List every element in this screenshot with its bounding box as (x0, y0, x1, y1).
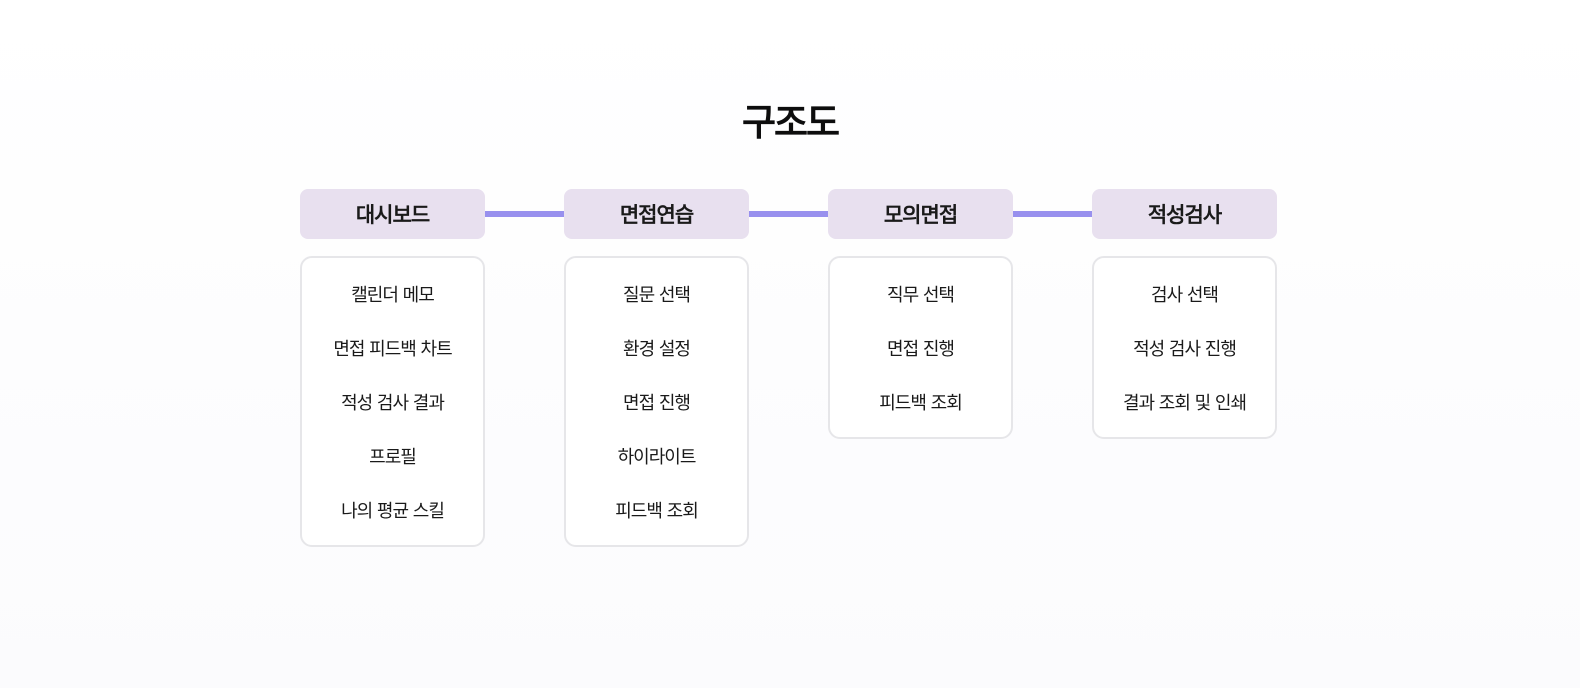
column-mock-interview: 모의면접 직무 선택 면접 진행 피드백 조회 (828, 189, 1013, 439)
diagram-title: 구조도 (741, 101, 840, 144)
list-item: 직무 선택 (887, 285, 955, 306)
item-box: 캘린더 메모 면접 피드백 차트 적성 검사 결과 프로필 나의 평균 스킬 (300, 256, 485, 547)
list-item: 적성 검사 진행 (1133, 339, 1237, 360)
column-aptitude-test: 적성검사 검사 선택 적성 검사 진행 결과 조회 및 인쇄 (1092, 189, 1277, 439)
column-header: 면접연습 (564, 189, 749, 239)
list-item: 검사 선택 (1151, 285, 1219, 306)
column-header: 모의면접 (828, 189, 1013, 239)
connector-3-4 (1013, 211, 1092, 217)
list-item: 환경 설정 (623, 339, 691, 360)
column-header: 대시보드 (300, 189, 485, 239)
item-box: 질문 선택 환경 설정 면접 진행 하이라이트 피드백 조회 (564, 256, 749, 547)
item-box: 검사 선택 적성 검사 진행 결과 조회 및 인쇄 (1092, 256, 1277, 439)
list-item: 피드백 조회 (879, 393, 963, 414)
list-item: 피드백 조회 (615, 501, 699, 522)
column-dashboard: 대시보드 캘린더 메모 면접 피드백 차트 적성 검사 결과 프로필 나의 평균… (300, 189, 485, 547)
list-item: 캘린더 메모 (351, 285, 435, 306)
list-item: 질문 선택 (623, 285, 691, 306)
item-box: 직무 선택 면접 진행 피드백 조회 (828, 256, 1013, 439)
list-item: 하이라이트 (617, 447, 697, 468)
list-item: 프로필 (369, 447, 417, 468)
list-item: 결과 조회 및 인쇄 (1122, 393, 1247, 414)
connector-2-3 (749, 211, 828, 217)
column-interview-practice: 면접연습 질문 선택 환경 설정 면접 진행 하이라이트 피드백 조회 (564, 189, 749, 547)
list-item: 면접 진행 (887, 339, 955, 360)
list-item: 적성 검사 결과 (341, 393, 445, 414)
column-header: 적성검사 (1092, 189, 1277, 239)
list-item: 나의 평균 스킬 (341, 501, 445, 522)
list-item: 면접 피드백 차트 (333, 339, 452, 360)
connector-1-2 (485, 211, 564, 217)
list-item: 면접 진행 (623, 393, 691, 414)
